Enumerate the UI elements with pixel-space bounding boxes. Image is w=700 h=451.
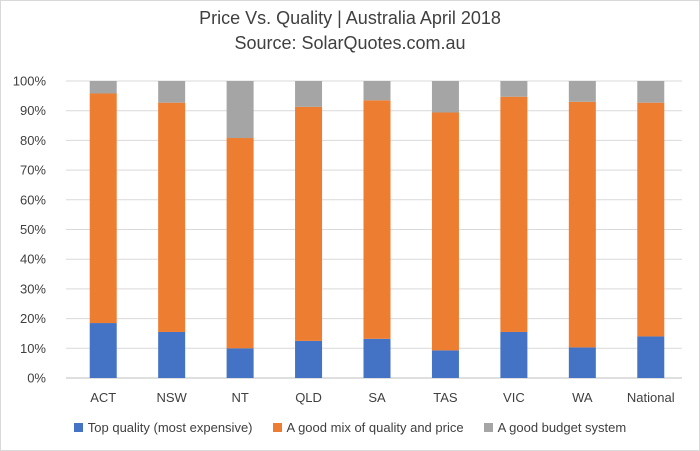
bar-segment (158, 331, 186, 378)
bar-segment (158, 81, 186, 103)
bar-segment (363, 338, 391, 378)
bar-segment (226, 348, 254, 378)
legend-label: A good mix of quality and price (286, 420, 464, 435)
legend-label: A good budget system (497, 420, 627, 435)
y-tick-label: 100% (13, 74, 47, 89)
bar-segment (158, 102, 186, 332)
y-tick-label: 60% (20, 192, 46, 207)
legend-swatch (73, 423, 83, 432)
x-tick-label: VIC (503, 390, 525, 405)
bar-segment (295, 340, 323, 378)
bar-segment (89, 81, 117, 94)
bar-segment (295, 106, 323, 341)
legend-swatch (483, 423, 493, 432)
bar-segment (295, 81, 323, 107)
bar-segment (363, 100, 391, 339)
bar-segment (568, 347, 596, 378)
bar-segment (500, 81, 528, 97)
y-tick-label: 30% (20, 281, 46, 296)
bars (89, 81, 665, 378)
chart-subtitle: Source: SolarQuotes.com.au (234, 33, 466, 53)
bar-segment (431, 81, 459, 113)
y-tick-label: 10% (20, 341, 46, 356)
y-axis-ticks: 0% 10% 20% 30% 40% 50% 60% 70% 80% 90% 100% (13, 74, 47, 386)
x-tick-label: National (627, 390, 675, 405)
bar-segment (363, 81, 391, 101)
bar-segment (226, 81, 254, 139)
bar-segment (637, 336, 665, 378)
y-tick-label: 20% (20, 311, 46, 326)
bar-segment (637, 102, 665, 337)
y-tick-label: 90% (20, 103, 46, 118)
bar-segment (431, 112, 459, 351)
bar-segment (568, 101, 596, 348)
x-tick-label: QLD (295, 390, 322, 405)
legend-swatch (272, 423, 282, 432)
y-tick-label: 0% (27, 371, 46, 386)
x-tick-label: NSW (156, 390, 187, 405)
y-tick-label: 50% (20, 222, 46, 237)
x-tick-label: WA (572, 390, 593, 405)
bar-segment (431, 350, 459, 378)
x-tick-label: ACT (90, 390, 116, 405)
bar-segment (568, 81, 596, 102)
bar-segment (89, 323, 117, 378)
legend-item: A good budget system (483, 420, 627, 435)
y-tick-label: 70% (20, 163, 46, 178)
bar-segment (500, 331, 528, 378)
x-tick-label: SA (368, 390, 386, 405)
bar-segment (637, 81, 665, 103)
legend-item: Top quality (most expensive) (73, 420, 253, 435)
legend: Top quality (most expensive) A good mix o… (0, 420, 700, 435)
bar-segment (89, 93, 117, 324)
x-axis-ticks: ACT NSW NT QLD SA TAS VIC WA National (90, 390, 675, 405)
y-tick-label: 40% (20, 252, 46, 267)
y-tick-label: 80% (20, 133, 46, 148)
bar-segment (226, 138, 254, 349)
chart-title: Price Vs. Quality | Australia April 2018 (199, 8, 501, 28)
x-tick-label: NT (231, 390, 248, 405)
legend-label: Top quality (most expensive) (87, 420, 253, 435)
x-tick-label: TAS (433, 390, 458, 405)
bar-segment (500, 96, 528, 332)
legend-item: A good mix of quality and price (272, 420, 464, 435)
